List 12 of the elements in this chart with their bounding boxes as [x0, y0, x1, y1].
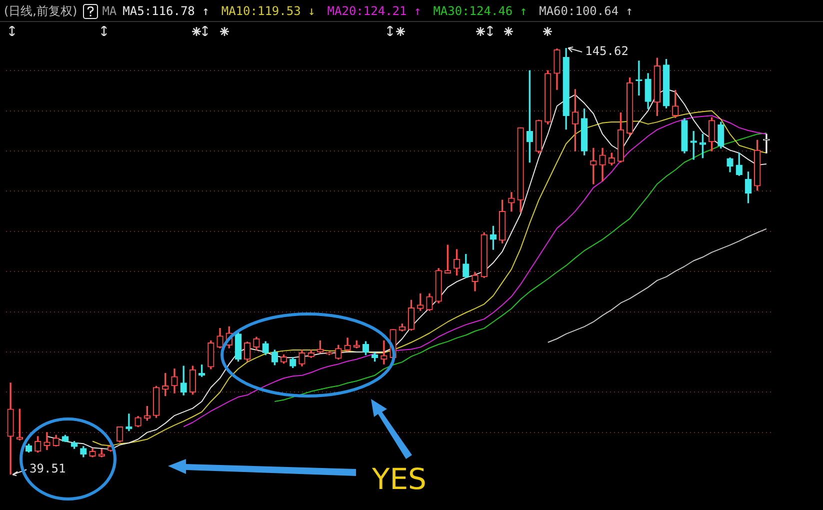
annotation: YES: [372, 462, 426, 496]
text: MA20:124.21 ↑: [327, 4, 422, 18]
annotation: 145.62: [585, 44, 628, 58]
candlestick: [44, 432, 50, 450]
text: MA10:119.53 ↓: [221, 4, 316, 18]
candlestick: [380, 340, 388, 364]
legend-title: MA: [102, 4, 117, 18]
annotation: 39.51: [30, 462, 66, 476]
chart-subtitle: (日线,前复权): [4, 2, 78, 20]
text: MA60:100.64 ↑: [539, 4, 634, 18]
legend-label: MA5:116.78 ↑: [122, 4, 210, 18]
text: MA30:124.46 ↑: [433, 4, 528, 18]
